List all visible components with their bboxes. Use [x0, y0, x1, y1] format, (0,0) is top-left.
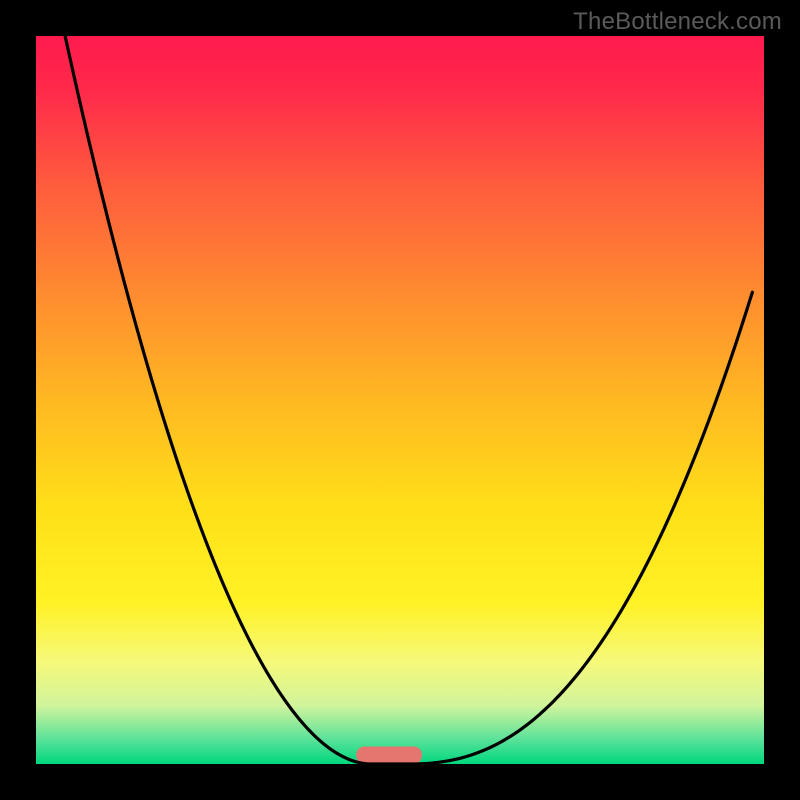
plot-area — [36, 36, 764, 764]
plot-background — [36, 36, 764, 764]
plot-svg — [36, 36, 764, 764]
optimum-marker — [356, 747, 422, 764]
watermark-text: TheBottleneck.com — [573, 8, 782, 36]
chart-stage: TheBottleneck.com — [0, 0, 800, 800]
